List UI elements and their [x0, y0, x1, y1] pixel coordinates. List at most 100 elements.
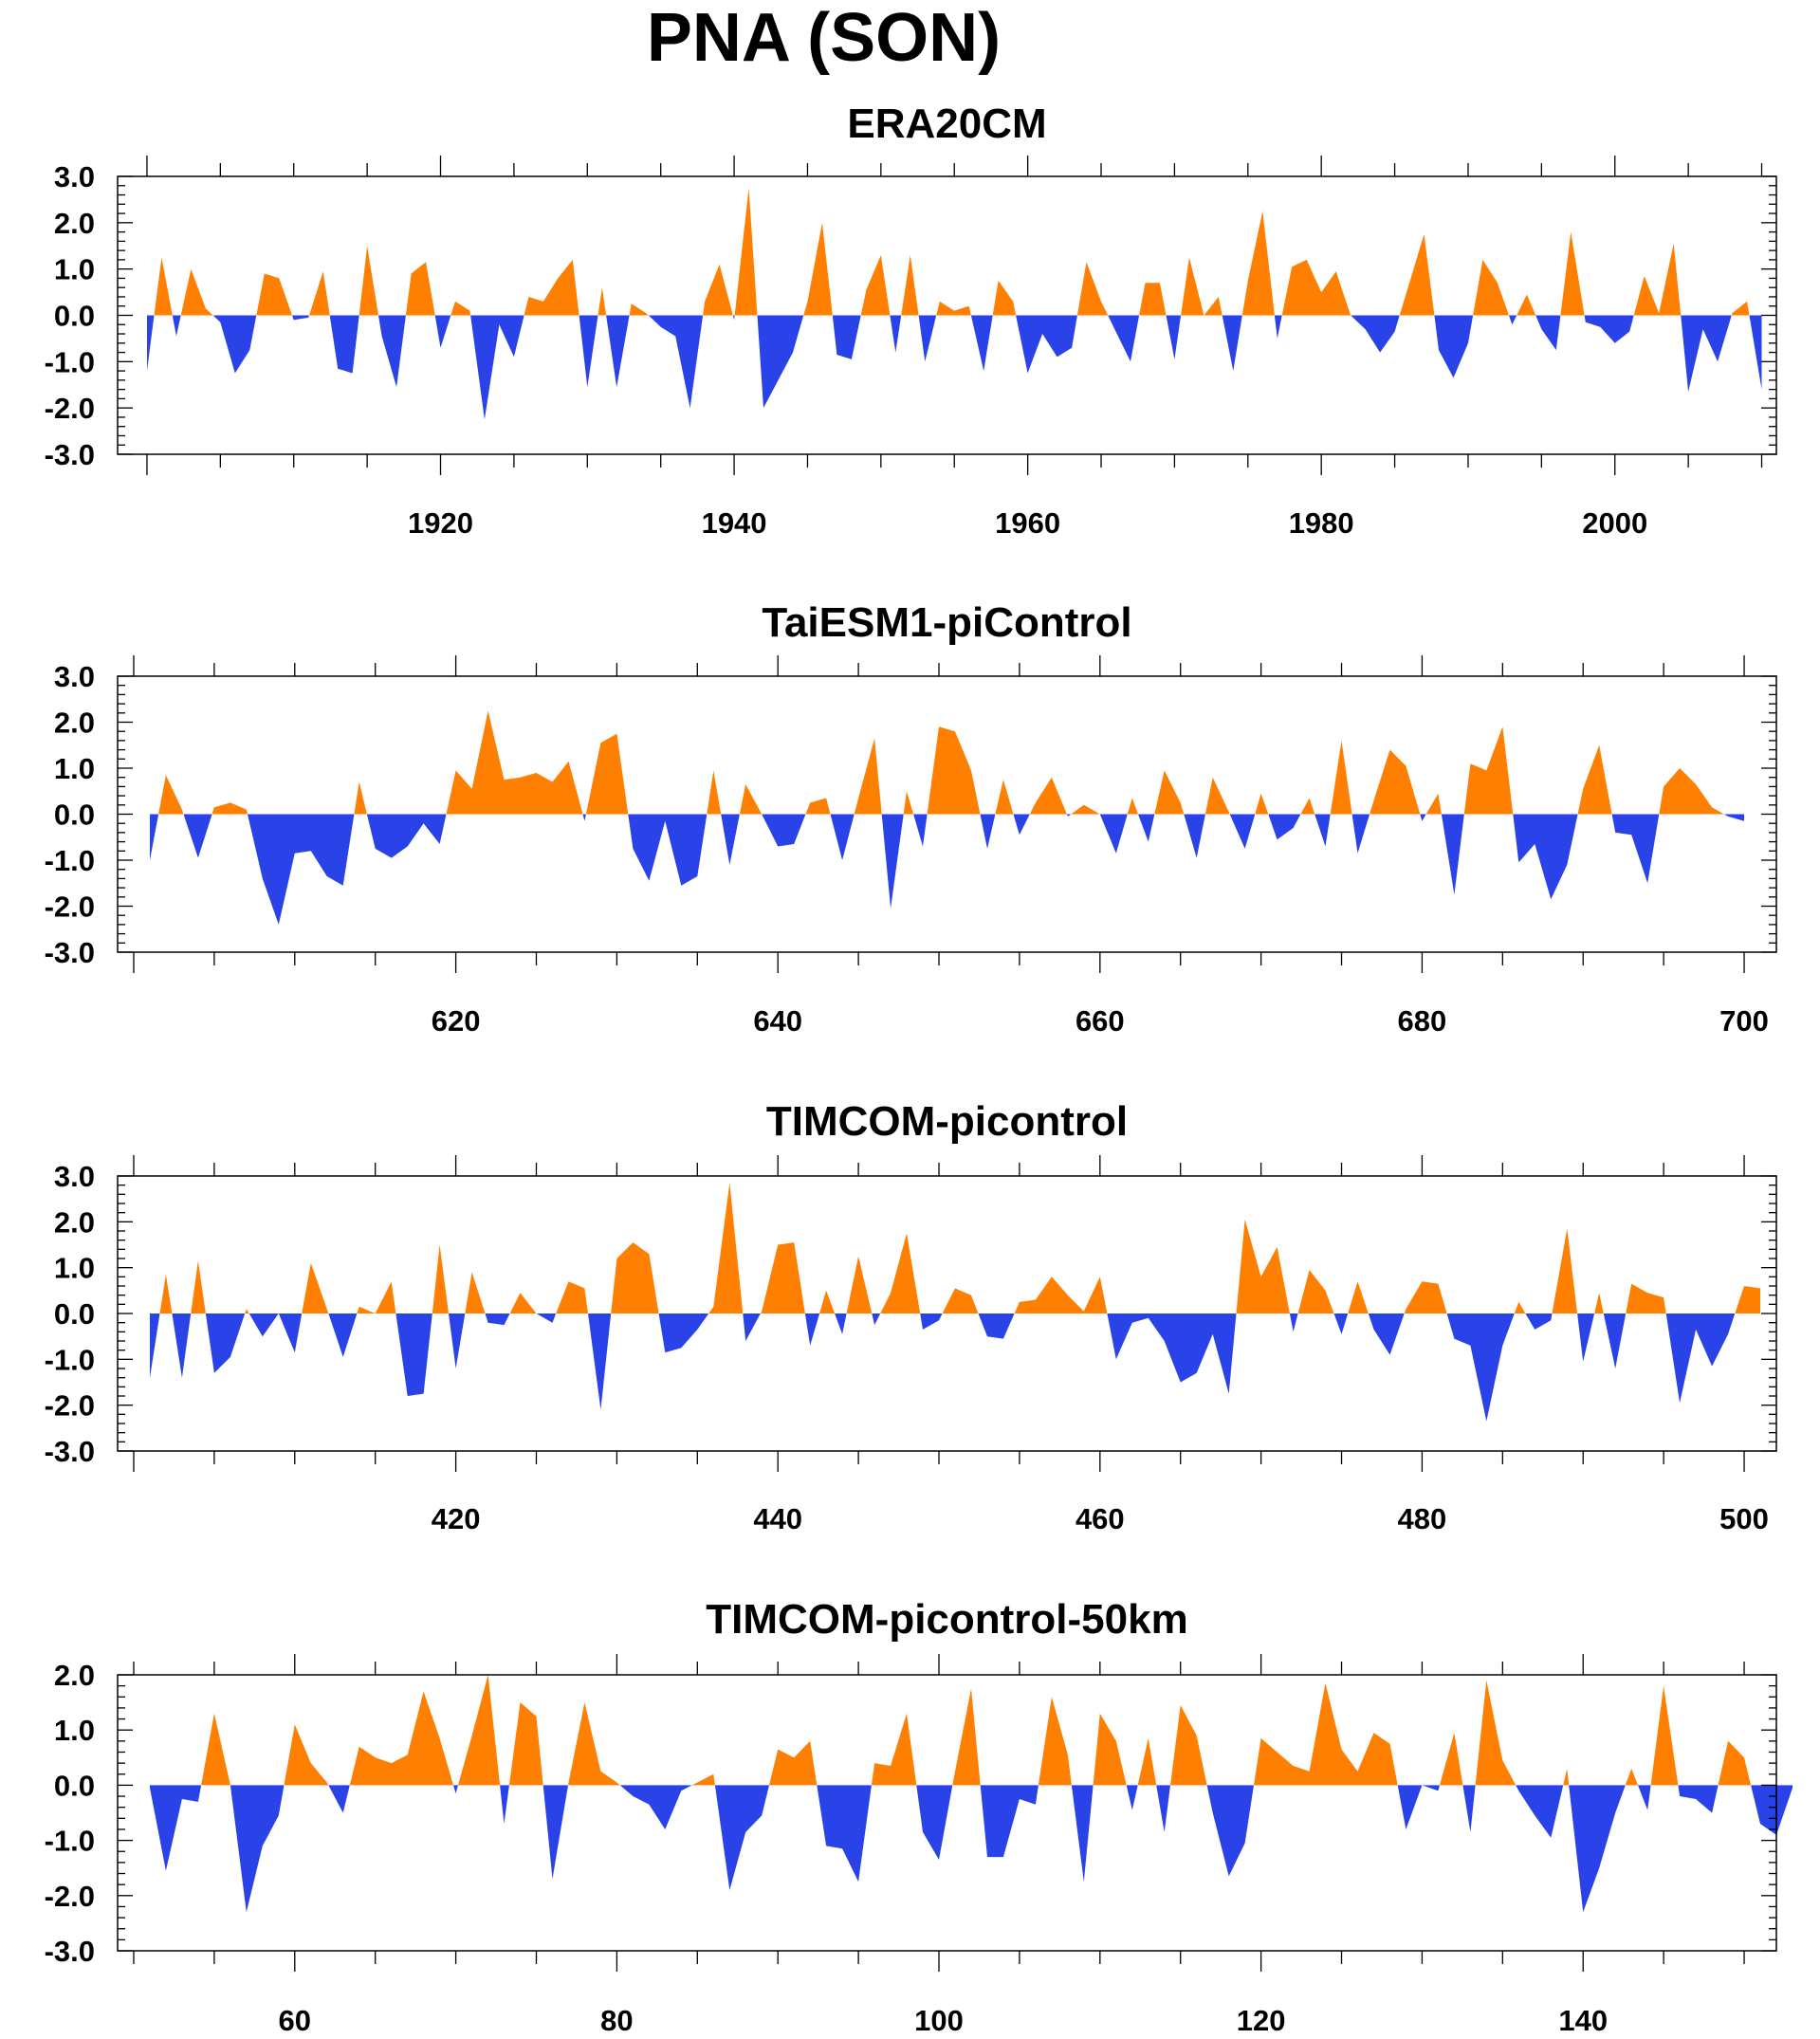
positive-area — [1718, 1740, 1752, 1786]
negative-area — [628, 814, 708, 886]
positive-area — [358, 246, 378, 316]
negative-area — [619, 1785, 692, 1829]
negative-area — [1584, 315, 1634, 343]
positive-area — [819, 1290, 836, 1313]
negative-area — [762, 814, 806, 847]
negative-area — [1751, 1785, 1792, 1835]
positive-area — [1514, 1301, 1526, 1313]
positive-area — [1404, 1281, 1447, 1313]
positive-area — [568, 1702, 620, 1786]
positive-area — [760, 1242, 805, 1313]
positive-area — [1038, 1697, 1072, 1786]
y-tick-label: 1.0 — [54, 1252, 95, 1285]
positive-area — [509, 1293, 537, 1313]
negative-area — [1184, 814, 1205, 858]
negative-area — [329, 315, 359, 374]
x-tick-label: 140 — [1558, 2004, 1608, 2037]
positive-area — [1241, 211, 1275, 316]
negative-area — [579, 315, 598, 388]
negative-area — [743, 1313, 761, 1341]
negative-area — [172, 315, 181, 337]
negative-area — [1071, 1785, 1094, 1883]
y-tick-label: -2.0 — [45, 1880, 95, 1913]
positive-area — [524, 259, 579, 316]
positive-area — [191, 1260, 206, 1313]
positive-area — [1076, 262, 1109, 316]
negative-area — [980, 1785, 1039, 1858]
y-tick-label: 2.0 — [54, 707, 95, 740]
negative-area — [832, 315, 861, 359]
negative-area — [1749, 315, 1762, 390]
positive-area — [734, 188, 758, 316]
y-tick-label: 2.0 — [54, 1659, 95, 1692]
positive-area — [1014, 1277, 1108, 1313]
negative-area — [721, 814, 740, 865]
negative-area — [1268, 814, 1301, 840]
negative-area — [1422, 1785, 1440, 1791]
y-tick-label: -2.0 — [45, 891, 95, 924]
negative-area — [1138, 814, 1155, 842]
y-tick-label: 3.0 — [54, 660, 95, 693]
negative-area — [1314, 814, 1331, 847]
negative-area — [278, 1313, 303, 1353]
y-tick-label: 0.0 — [54, 1769, 95, 1802]
negative-area — [1107, 1313, 1237, 1394]
y-tick-label: 1.0 — [54, 1714, 95, 1747]
x-tick-label: 480 — [1398, 1502, 1447, 1535]
negative-area — [1462, 1785, 1476, 1832]
x-tick-label: 640 — [753, 1004, 802, 1038]
negative-area — [212, 315, 257, 374]
positive-area — [871, 1713, 917, 1786]
positive-area — [952, 1688, 981, 1786]
positive-area — [803, 222, 833, 316]
negative-area — [1166, 315, 1182, 359]
positive-area — [1181, 257, 1223, 316]
y-tick-label: 0.0 — [54, 1297, 95, 1331]
negative-area — [1434, 315, 1474, 378]
negative-area — [1066, 814, 1072, 817]
negative-area — [1126, 1785, 1138, 1810]
positive-area — [1633, 243, 1682, 316]
negative-area — [1108, 315, 1140, 362]
positive-area — [302, 1262, 329, 1313]
chart-panel-3: TIMCOM-picontrol 3.0 2.0 1.0 0.0 -1.0 -2.0 -3.0… — [45, 1098, 1777, 1535]
negative-area — [1638, 1785, 1651, 1810]
negative-area — [1368, 1313, 1405, 1355]
positive-area — [854, 738, 882, 815]
negative-area — [1535, 315, 1561, 351]
negative-area — [1569, 1785, 1626, 1913]
positive-area — [1236, 1219, 1290, 1313]
negative-area — [1525, 1313, 1553, 1330]
x-tick-label: 620 — [432, 1004, 481, 1038]
x-tick-label: 440 — [753, 1502, 802, 1535]
x-tick-label: 1980 — [1289, 506, 1354, 540]
positive-area — [1425, 793, 1442, 815]
x-tick-label: 500 — [1719, 1502, 1769, 1535]
positive-area — [1560, 231, 1585, 316]
y-tick-label: 0.0 — [54, 300, 95, 333]
y-tick-label: 3.0 — [54, 1160, 95, 1193]
y-tick-label: -3.0 — [45, 1935, 95, 1968]
negative-area — [1509, 315, 1517, 325]
negative-area — [449, 1313, 466, 1369]
positive-area — [691, 1773, 715, 1786]
negative-area — [890, 315, 902, 353]
positive-area — [1330, 740, 1352, 815]
positive-area — [708, 1183, 744, 1313]
positive-area — [309, 271, 330, 316]
negative-area — [395, 1313, 432, 1396]
positive-area — [284, 1724, 329, 1786]
negative-area — [835, 1313, 847, 1334]
negative-area — [328, 1785, 350, 1813]
x-tick-label: 60 — [279, 2004, 311, 2037]
positive-area — [936, 301, 971, 316]
negative-area — [920, 1313, 943, 1330]
negative-area — [714, 1785, 769, 1890]
negative-area — [1420, 814, 1426, 821]
positive-area — [995, 780, 1014, 815]
positive-area — [1625, 1768, 1638, 1786]
x-tick-label: 100 — [914, 2004, 964, 2037]
negative-area — [658, 1313, 709, 1353]
negative-area — [588, 1313, 612, 1410]
positive-area — [1563, 1768, 1570, 1786]
